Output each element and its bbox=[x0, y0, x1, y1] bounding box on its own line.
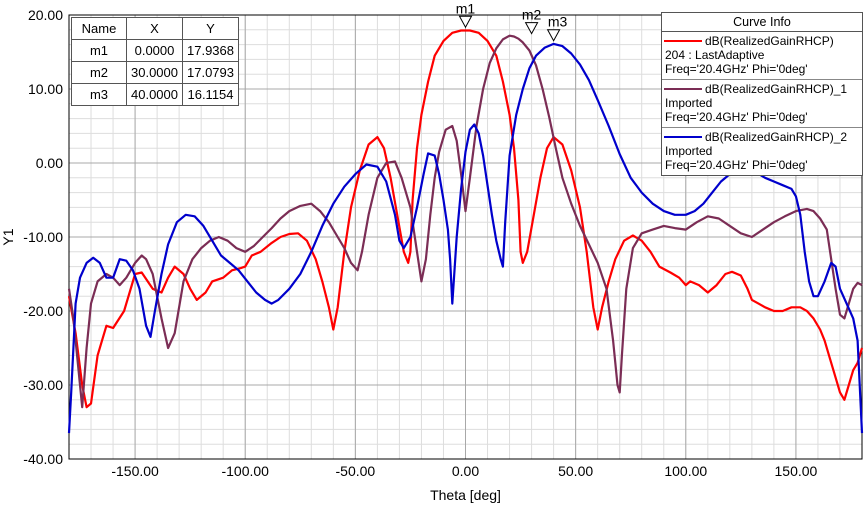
legend-series-desc: Imported bbox=[665, 144, 713, 158]
legend-series-desc: 204 : LastAdaptive bbox=[665, 48, 765, 62]
marker-label: m1 bbox=[456, 0, 476, 16]
series-line bbox=[67, 29, 864, 409]
legend-swatch bbox=[664, 40, 702, 42]
marker-table-header: Name X Y bbox=[71, 17, 239, 40]
marker-x: 30.0000 bbox=[126, 61, 183, 84]
marker-name: m3 bbox=[71, 83, 127, 106]
y-tick-label: -30.00 bbox=[23, 377, 63, 393]
marker-table-header-x: X bbox=[126, 17, 183, 40]
marker-table: Name X Y m1 0.0000 17.9368 m2 30.0000 17… bbox=[71, 17, 239, 106]
marker-triangle bbox=[546, 29, 561, 42]
marker-label: m3 bbox=[548, 14, 568, 30]
x-tick-label: 150.00 bbox=[775, 463, 818, 479]
y-axis-label: Y1 bbox=[0, 228, 16, 245]
x-tick-label: -150.00 bbox=[111, 463, 159, 479]
y-tick-label: 0.00 bbox=[36, 155, 63, 171]
marker-y: 17.9368 bbox=[182, 39, 239, 62]
legend-curve-info: Curve Info dB(RealizedGainRHCP) 204 : La… bbox=[661, 12, 863, 176]
legend-series-desc: Freq='20.4GHz' Phi='0deg' bbox=[665, 158, 808, 172]
marker-x: 0.0000 bbox=[126, 39, 183, 62]
x-tick-label: 50.00 bbox=[558, 463, 593, 479]
x-axis-label: Theta [deg] bbox=[430, 487, 501, 503]
legend-series-desc: Imported bbox=[665, 96, 713, 110]
legend-series-desc: Freq='20.4GHz' Phi='0deg' bbox=[665, 62, 808, 76]
x-tick-label: -100.00 bbox=[221, 463, 269, 479]
marker-triangle bbox=[458, 15, 473, 29]
legend-entry: dB(RealizedGainRHCP) 204 : LastAdaptive … bbox=[662, 32, 862, 80]
marker-table-row: m3 40.0000 16.1154 bbox=[71, 83, 239, 106]
legend-series-desc: Freq='20.4GHz' Phi='0deg' bbox=[665, 110, 808, 124]
tick-labels: -150.00 -100.00 -50.00 0.00 50.00 100.00 150.0… bbox=[23, 7, 817, 479]
marker-table-row: m1 0.0000 17.9368 bbox=[71, 39, 239, 62]
legend-swatch bbox=[664, 88, 702, 90]
x-tick-label: 0.00 bbox=[452, 463, 479, 479]
plot-area-frame bbox=[68, 14, 863, 460]
y-tick-label: -40.00 bbox=[23, 451, 63, 467]
y-tick-label: -20.00 bbox=[23, 303, 63, 319]
legend-series-name: dB(RealizedGainRHCP)_1 bbox=[705, 82, 848, 96]
x-tick-label: -50.00 bbox=[336, 463, 376, 479]
legend-series-name: dB(RealizedGainRHCP)_2 bbox=[705, 130, 848, 144]
marker-table-row: m2 30.0000 17.0793 bbox=[71, 61, 239, 84]
marker-y: 16.1154 bbox=[182, 83, 239, 106]
y-tick-label: 20.00 bbox=[28, 7, 63, 23]
marker-label: m2 bbox=[522, 7, 542, 23]
marker-y: 17.0793 bbox=[182, 61, 239, 84]
marker-triangle bbox=[524, 22, 539, 35]
legend-entry: dB(RealizedGainRHCP)_2 Imported Freq='20… bbox=[662, 128, 862, 175]
marker-table-header-name: Name bbox=[71, 17, 127, 40]
legend-series-name: dB(RealizedGainRHCP) bbox=[705, 34, 834, 48]
legend-swatch bbox=[664, 136, 702, 138]
legend-entry: dB(RealizedGainRHCP)_1 Imported Freq='20… bbox=[662, 80, 862, 128]
y-tick-label: 10.00 bbox=[28, 81, 63, 97]
series-line bbox=[67, 34, 863, 409]
marker-name: m2 bbox=[71, 61, 127, 84]
y-tick-label: -10.00 bbox=[23, 229, 63, 245]
marker-table-header-y: Y bbox=[182, 17, 239, 40]
x-tick-label: 100.00 bbox=[664, 463, 707, 479]
legend-title: Curve Info bbox=[662, 13, 862, 32]
marker-name: m1 bbox=[71, 39, 127, 62]
marker-layer: m1 m2 m3 bbox=[456, 0, 568, 42]
marker-x: 40.0000 bbox=[126, 83, 183, 106]
